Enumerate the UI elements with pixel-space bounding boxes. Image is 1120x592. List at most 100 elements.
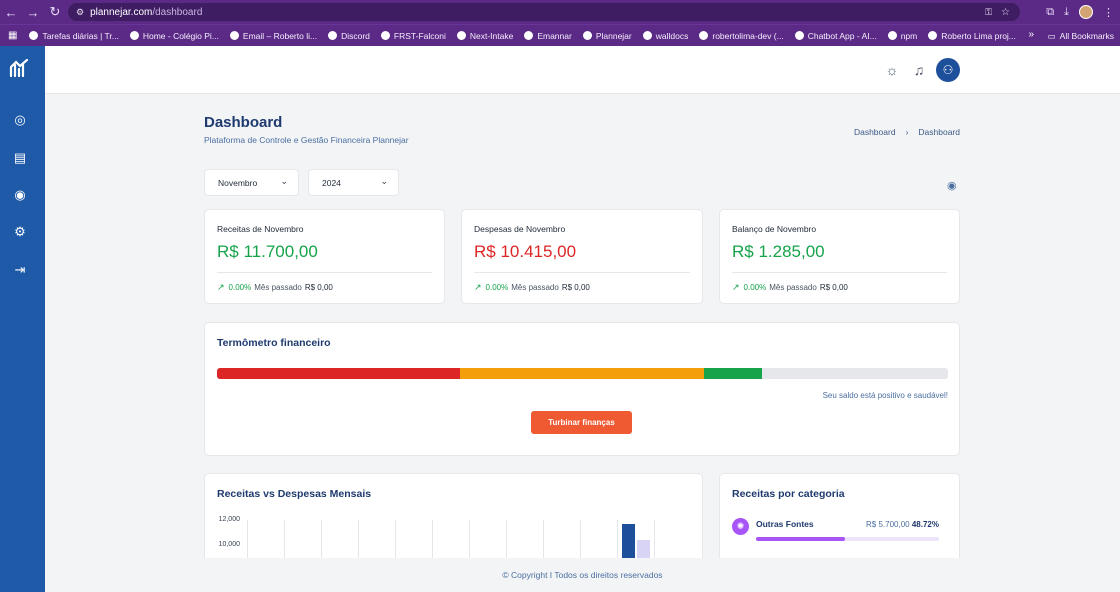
card-last-value: R$ 0,00	[819, 283, 848, 292]
bookmarks-bar: ▦ Tarefas diárias | Tr... Home - Colégio …	[0, 24, 1120, 46]
card-divider	[217, 272, 432, 273]
expense-card: Despesas de Novembro R$ 10.415,00 ↗ 0.00…	[461, 209, 703, 304]
bookmark-favicon-icon	[699, 31, 709, 40]
bookmark-favicon-icon	[928, 31, 938, 40]
card-pct: 0.00%	[228, 283, 252, 292]
logo-icon[interactable]	[9, 58, 29, 78]
logout-icon[interactable]: ⇥	[14, 262, 26, 277]
breadcrumb-home[interactable]: Dashboard	[853, 127, 896, 137]
income-card: Receitas de Novembro R$ 11.700,00 ↗ 0.00…	[204, 209, 445, 304]
bookmark-item[interactable]: robertolima-dev (...	[699, 30, 784, 41]
theme-sun-icon[interactable]: ☼	[885, 62, 899, 78]
dashboard-icon[interactable]: ◎	[14, 112, 26, 127]
document-icon[interactable]: ▤	[13, 150, 27, 165]
apps-grid-icon[interactable]: ▦	[8, 30, 18, 41]
page-subtitle: Plataforma de Controle e Gestão Financei…	[204, 135, 409, 145]
bookmark-item[interactable]: Discord	[328, 31, 370, 41]
extensions-icon[interactable]: ⧉	[1046, 5, 1055, 18]
user-icon: ⚇	[942, 63, 954, 77]
bookmark-item[interactable]: Plannejar	[582, 31, 632, 41]
address-bar[interactable]: ⚙ plannejar.com/dashboard ⚿ ☆	[68, 3, 1020, 21]
site-info-icon[interactable]: ⚙	[76, 6, 85, 17]
card-divider	[732, 272, 947, 273]
card-pct: 0.00%	[485, 283, 509, 292]
chart-plot-area	[247, 520, 692, 570]
bookmark-favicon-icon	[794, 31, 804, 40]
bookmark-favicon-icon	[887, 31, 897, 40]
bookmark-label: robertolima-dev (...	[712, 30, 784, 41]
chevron-right-icon: ›	[905, 127, 909, 137]
chart-gridline	[284, 520, 285, 560]
year-select-value: 2024	[322, 177, 341, 188]
bookmark-label: walldocs	[655, 30, 689, 41]
thermometer-track	[217, 368, 948, 379]
url-text: plannejar.com/dashboard	[90, 7, 202, 18]
bookmark-favicon-icon	[29, 31, 39, 40]
target-icon[interactable]: ◉	[14, 187, 26, 202]
app-sidebar: ◎ ▤ ◉ ⚙ ⇥	[0, 46, 45, 592]
category-name: Outras Fontes	[756, 519, 814, 529]
bookmark-item[interactable]: Home - Colégio Pi...	[129, 31, 219, 41]
download-icon[interactable]: ⤓	[1064, 5, 1069, 18]
chart-gridline	[506, 520, 507, 560]
thermometer-segment	[703, 368, 763, 379]
footer-copyright: © Copyright I Todos os direitos reservad…	[502, 570, 663, 580]
notification-bell-icon[interactable]: ♫	[913, 62, 925, 78]
bookmark-favicon-icon	[582, 31, 592, 40]
bookmark-item[interactable]: npm	[887, 30, 918, 41]
card-label: Despesas de Novembro	[474, 224, 566, 234]
all-bookmarks-label: All Bookmarks	[1059, 31, 1114, 41]
bookmark-item[interactable]: Emannar	[524, 31, 572, 41]
settings-icon[interactable]: ⚙	[14, 224, 26, 239]
card-last-value: R$ 0,00	[304, 283, 333, 292]
bookmark-item[interactable]: walldocs	[642, 30, 689, 41]
breadcrumb-current: Dashboard	[918, 127, 960, 137]
y-tick-label: 10,000	[218, 541, 240, 548]
card-last-label: Mês passado	[254, 283, 302, 292]
thermometer-segment	[460, 368, 704, 379]
trend-up-icon: ↗	[732, 282, 740, 292]
bookmark-label: Discord	[341, 30, 370, 41]
chart-gridline	[580, 520, 581, 560]
more-bookmarks-icon[interactable]: »	[1028, 29, 1034, 40]
bookmark-favicon-icon	[380, 31, 390, 40]
bookmark-item[interactable]: Email – Roberto li...	[229, 31, 317, 41]
thermometer-segment	[217, 368, 461, 379]
month-select[interactable]: Novembro ⌄	[204, 169, 299, 196]
chart-gridline	[247, 520, 248, 560]
all-bookmarks[interactable]: ▭ All Bookmarks	[1048, 25, 1114, 47]
eye-icon[interactable]: ◉	[947, 180, 957, 192]
boost-finances-button[interactable]: Turbinar finanças	[531, 411, 632, 434]
card-value: R$ 1.285,00	[732, 242, 825, 261]
reload-icon[interactable]: ↻	[49, 4, 61, 19]
bookmark-item[interactable]: Next-Intake	[456, 31, 513, 41]
bookmark-label: npm	[900, 30, 918, 41]
forward-icon[interactable]: →	[26, 4, 40, 20]
card-divider	[474, 272, 690, 273]
bookmark-item[interactable]: Chatbot App - AI...	[794, 31, 877, 41]
profile-avatar[interactable]	[1079, 5, 1093, 19]
folder-icon: ▭	[1047, 30, 1056, 41]
back-icon[interactable]: ←	[4, 4, 18, 20]
chevron-down-icon: ⌄	[380, 176, 388, 186]
bookmark-item[interactable]: FRST-Falconi	[380, 31, 446, 41]
thermometer-title: Termômetro financeiro	[217, 337, 331, 349]
card-footer: ↗ 0.00% Mês passado R$ 0,00	[217, 282, 333, 293]
bookmark-star-icon[interactable]: ☆	[1001, 6, 1010, 18]
key-icon[interactable]: ⚿	[985, 6, 992, 17]
category-progress-fill	[756, 537, 846, 541]
monthly-chart-title: Receitas vs Despesas Mensais	[217, 488, 372, 500]
category-amount: R$ 5.700,00 48.72%	[866, 520, 939, 529]
card-label: Receitas de Novembro	[217, 224, 304, 234]
app-header: ☼ ♫ ⚇	[45, 46, 1120, 94]
card-value: R$ 11.700,00	[217, 242, 318, 261]
year-select[interactable]: 2024 ⌄	[308, 169, 399, 196]
menu-icon[interactable]: ⋮	[1103, 6, 1114, 19]
bookmark-item[interactable]: Tarefas diárias | Tr...	[29, 31, 119, 41]
bookmark-favicon-icon	[129, 31, 139, 40]
balance-card: Balanço de Novembro R$ 1.285,00 ↗ 0.00% …	[719, 209, 960, 304]
card-label: Balanço de Novembro	[732, 224, 817, 234]
user-avatar-button[interactable]: ⚇	[936, 58, 960, 82]
bookmark-item[interactable]: Roberto Lima proj...	[928, 31, 1016, 41]
chart-gridline	[432, 520, 433, 560]
